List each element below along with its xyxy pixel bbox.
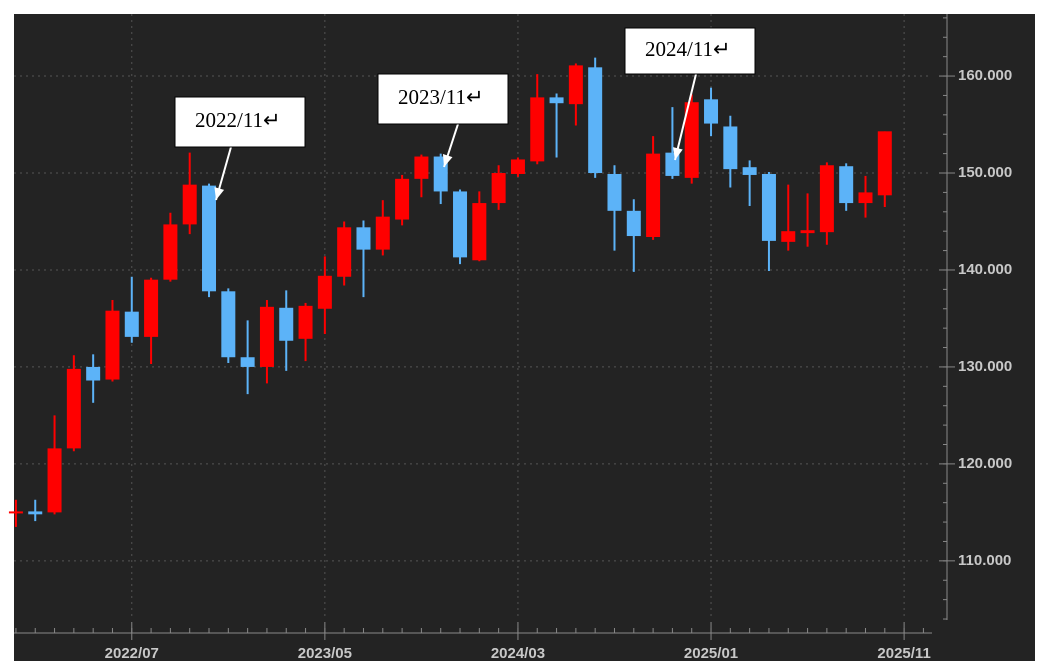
annotation-arrowhead — [442, 154, 453, 167]
x-tick-label: 2022/07 — [105, 645, 159, 661]
y-tick-label: 130.000 — [958, 358, 1012, 375]
candle-body — [568, 65, 583, 105]
candle-body — [588, 67, 603, 174]
annotation-text: 2023/11↵ — [398, 85, 484, 109]
candle-body — [144, 279, 159, 337]
annotation-arrowhead — [214, 187, 225, 200]
candle-body — [298, 305, 313, 339]
annotation-box — [624, 27, 756, 75]
x-tick-label: 2024/03 — [491, 645, 545, 661]
annotation-box — [377, 73, 509, 125]
candle-body — [279, 307, 294, 341]
candle-body — [761, 173, 776, 241]
candle-body — [182, 184, 197, 225]
candle-body — [202, 185, 217, 292]
candle-body — [259, 306, 274, 367]
candle-body — [781, 231, 796, 242]
annotation-text: 2022/11↵ — [195, 108, 281, 132]
candle-body — [395, 178, 410, 220]
candle-body — [8, 511, 23, 514]
candle-body — [124, 311, 139, 337]
candle-body — [510, 159, 525, 174]
candle-body — [646, 153, 661, 238]
candle-body — [858, 192, 873, 204]
candle-body — [66, 368, 81, 449]
y-tick-label: 160.000 — [958, 67, 1012, 84]
candle-body — [86, 366, 101, 381]
y-tick-label: 150.000 — [958, 164, 1012, 181]
x-tick-label: 2025/11 — [877, 645, 930, 661]
candle-body — [491, 173, 506, 204]
annotation-text: 2024/11↵ — [645, 37, 731, 61]
candle-body — [221, 291, 236, 358]
candle-body — [549, 97, 564, 104]
candle-body — [163, 224, 178, 280]
candle-body — [453, 191, 468, 258]
candle-body — [626, 210, 641, 237]
candle-body — [800, 230, 815, 234]
candle-body — [240, 357, 255, 367]
candle-body — [723, 126, 738, 170]
candle-body — [28, 511, 43, 515]
candle-body — [356, 227, 371, 250]
candle-body — [414, 156, 429, 179]
chart-background — [14, 14, 1035, 661]
candle-body — [607, 173, 622, 211]
candle-body — [375, 216, 390, 250]
candle-body — [47, 448, 62, 513]
candle-body — [105, 310, 120, 380]
annotation-arrowhead — [672, 147, 683, 160]
candle-body — [317, 275, 332, 309]
candle-body — [839, 166, 854, 204]
y-tick-label: 110.000 — [958, 552, 1011, 569]
x-tick-label: 2025/01 — [684, 645, 738, 661]
annotation-box — [174, 96, 306, 148]
candle-body — [530, 97, 545, 162]
candle-body — [337, 227, 352, 277]
candle-body — [819, 165, 834, 233]
y-tick-label: 140.000 — [958, 261, 1012, 278]
candle-body — [877, 131, 892, 196]
candle-body — [684, 102, 699, 178]
x-tick-label: 2023/05 — [298, 645, 352, 661]
candle-body — [704, 99, 719, 124]
annotation-arrow — [674, 73, 697, 161]
y-tick-label: 120.000 — [958, 455, 1012, 472]
candle-body — [742, 167, 757, 175]
candle-body — [472, 203, 487, 261]
